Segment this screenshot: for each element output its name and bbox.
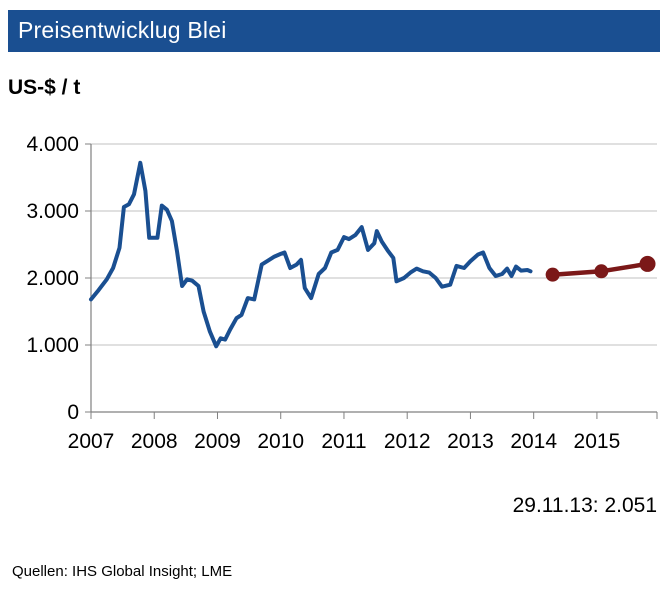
source-note: Quellen: IHS Global Insight; LME [12, 563, 233, 580]
x-tick-label: 2015 [574, 430, 621, 450]
y-tick-label: 3.000 [26, 200, 79, 223]
axis-layer [85, 143, 658, 419]
forecast-point [545, 267, 560, 282]
forecast-point [639, 255, 656, 272]
grid-layer [91, 143, 657, 346]
x-tick-label: 2009 [194, 430, 241, 450]
y-tick-label: 1.000 [26, 334, 79, 357]
x-tick-label: 2012 [384, 430, 431, 450]
y-tick-label: 4.000 [26, 133, 79, 156]
unit-label: US-$ / t [8, 76, 81, 99]
x-tick-label: 2008 [131, 430, 178, 450]
x-tick-label: 2010 [257, 430, 304, 450]
y-tick-label: 2.000 [26, 267, 79, 290]
tick-layer: 0 1.000 2.000 3.000 4.000 2007 2008 2009 2010 201… [26, 133, 620, 450]
x-tick-label: 2014 [510, 430, 557, 450]
x-tick-label: 2013 [447, 430, 494, 450]
current-value: 29.11.13: 2.051 [512, 494, 657, 517]
x-tick-label: 2007 [68, 430, 115, 450]
y-tick-label: 0 [67, 401, 79, 424]
forecast-point [594, 264, 609, 279]
chart-title: Preisentwicklug Blei [18, 17, 227, 43]
series-layer [89, 160, 656, 349]
series-line-price [89, 160, 533, 349]
chart-plot: 0 1.000 2.000 3.000 4.000 2007 2008 2009 2010 201… [26, 133, 658, 450]
title-bar: Preisentwicklug Blei [8, 10, 660, 52]
x-tick-label: 2011 [321, 430, 366, 450]
